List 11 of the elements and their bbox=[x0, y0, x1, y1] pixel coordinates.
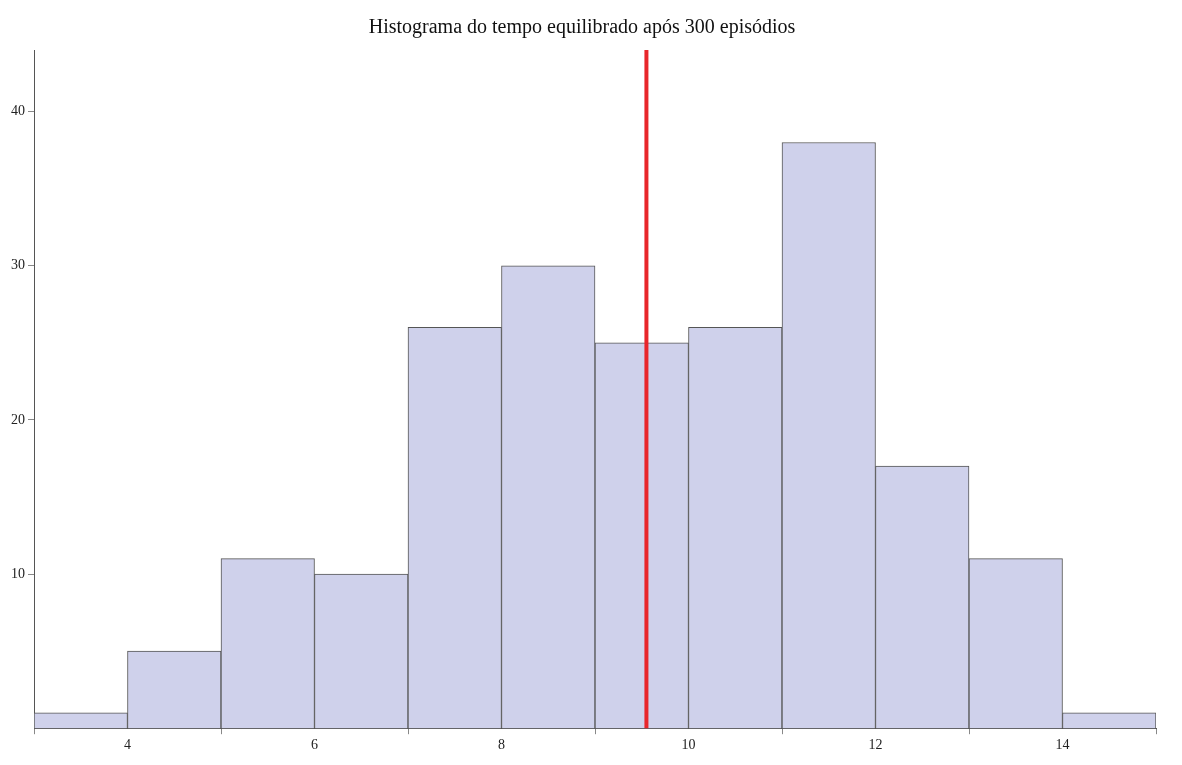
x-tick-label: 8 bbox=[498, 737, 505, 753]
x-tick-label: 12 bbox=[868, 737, 883, 753]
y-tick-label: 10 bbox=[11, 565, 25, 581]
x-tick-label: 10 bbox=[681, 737, 696, 753]
x-tick-label: 14 bbox=[1055, 737, 1070, 753]
chart-title: Histograma do tempo equilibrado após 300 episódios bbox=[368, 15, 796, 39]
y-tick-label: 20 bbox=[11, 411, 25, 427]
x-tick-label: 4 bbox=[124, 737, 131, 753]
y-tick-label: 30 bbox=[11, 257, 25, 273]
x-tick-label: 6 bbox=[311, 737, 318, 753]
y-tick-label: 40 bbox=[11, 103, 25, 119]
